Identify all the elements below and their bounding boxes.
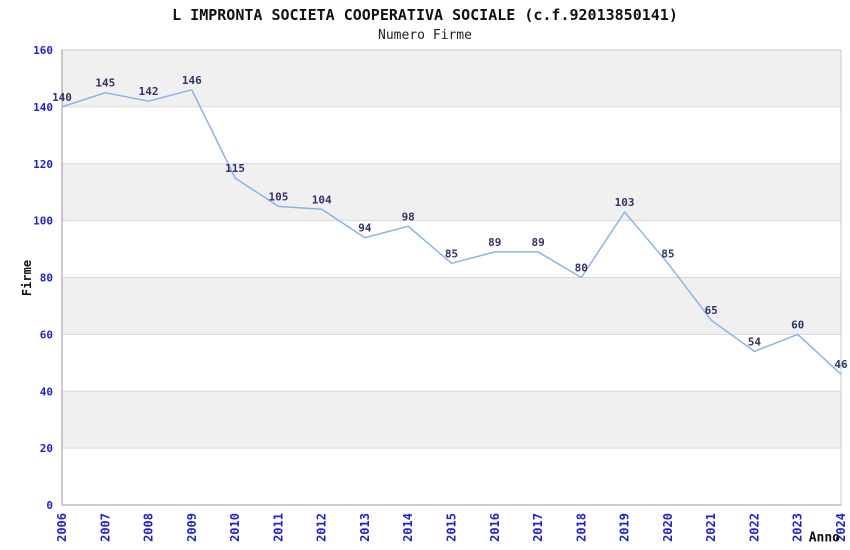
x-tick-label: 2021 [704,513,718,542]
x-tick-label: 2010 [228,513,242,542]
x-tick-label: 2016 [488,513,502,542]
data-point-label: 54 [748,335,762,348]
data-point-label: 142 [139,85,159,98]
data-point-label: 89 [531,236,544,249]
data-point-label: 115 [225,162,245,175]
data-point-label: 85 [661,247,674,260]
y-tick-label: 80 [40,272,53,285]
x-tick-label: 2017 [531,513,545,542]
x-tick-label: 2020 [661,513,675,542]
plot-band [62,334,841,392]
y-tick-label: 20 [40,442,53,455]
x-tick-label: 2008 [142,513,156,542]
plot-band [62,277,841,335]
x-tick-label: 2024 [834,513,848,542]
data-point-label: 89 [488,236,501,249]
y-tick-label: 120 [33,158,53,171]
y-tick-label: 0 [46,499,53,512]
chart-title: L IMPRONTA SOCIETA COOPERATIVA SOCIALE (… [172,6,678,24]
plot-band [62,106,841,164]
plot-band [62,220,841,278]
data-point-label: 98 [402,210,415,223]
chart-subtitle: Numero Firme [378,28,472,43]
x-axis-title: Anno [808,530,840,546]
x-tick-label: 2023 [791,513,805,542]
x-tick-label: 2022 [747,513,761,542]
x-tick-label: 2013 [358,513,372,542]
plot-band [62,50,841,107]
x-tick-label: 2015 [445,513,459,542]
data-point-label: 65 [705,304,718,317]
data-point-label: 145 [95,77,115,90]
data-point-label: 60 [791,318,804,331]
x-tick-label: 2007 [98,513,112,542]
data-line [61,89,842,375]
x-tick-label: 2006 [55,513,69,542]
data-point-label: 140 [52,91,72,104]
plot-band [62,391,841,449]
data-point-label: 46 [834,358,848,371]
data-point-label: 103 [615,196,635,209]
data-point-label: 104 [312,193,332,206]
y-tick-label: 40 [40,385,53,398]
y-axis-title: Firme [20,259,34,297]
plot-band [62,448,841,505]
y-tick-label: 100 [33,215,53,228]
data-point-label: 146 [182,74,202,87]
data-point-label: 80 [575,262,588,275]
y-tick-label: 60 [40,328,53,341]
x-tick-label: 2019 [618,513,632,542]
data-point-label: 105 [268,190,288,203]
x-tick-label: 2012 [315,513,329,542]
plot-band [62,163,841,221]
data-point-label: 94 [358,222,372,235]
x-tick-label: 2018 [574,513,588,542]
data-point-label: 85 [445,247,458,260]
x-tick-label: 2009 [185,513,199,542]
x-tick-label: 2011 [271,513,285,542]
y-tick-label: 140 [33,101,53,114]
y-tick-label: 160 [33,44,53,57]
x-tick-label: 2014 [401,513,415,542]
